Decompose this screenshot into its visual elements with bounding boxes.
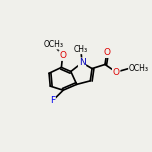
Text: CH₃: CH₃ [74,45,88,54]
Text: N: N [79,58,85,67]
Text: O: O [103,48,110,57]
Text: O: O [113,68,120,77]
Text: OCH₃: OCH₃ [129,64,149,73]
Text: O: O [59,51,66,60]
Text: F: F [50,96,55,105]
Text: OCH₃: OCH₃ [44,40,64,49]
